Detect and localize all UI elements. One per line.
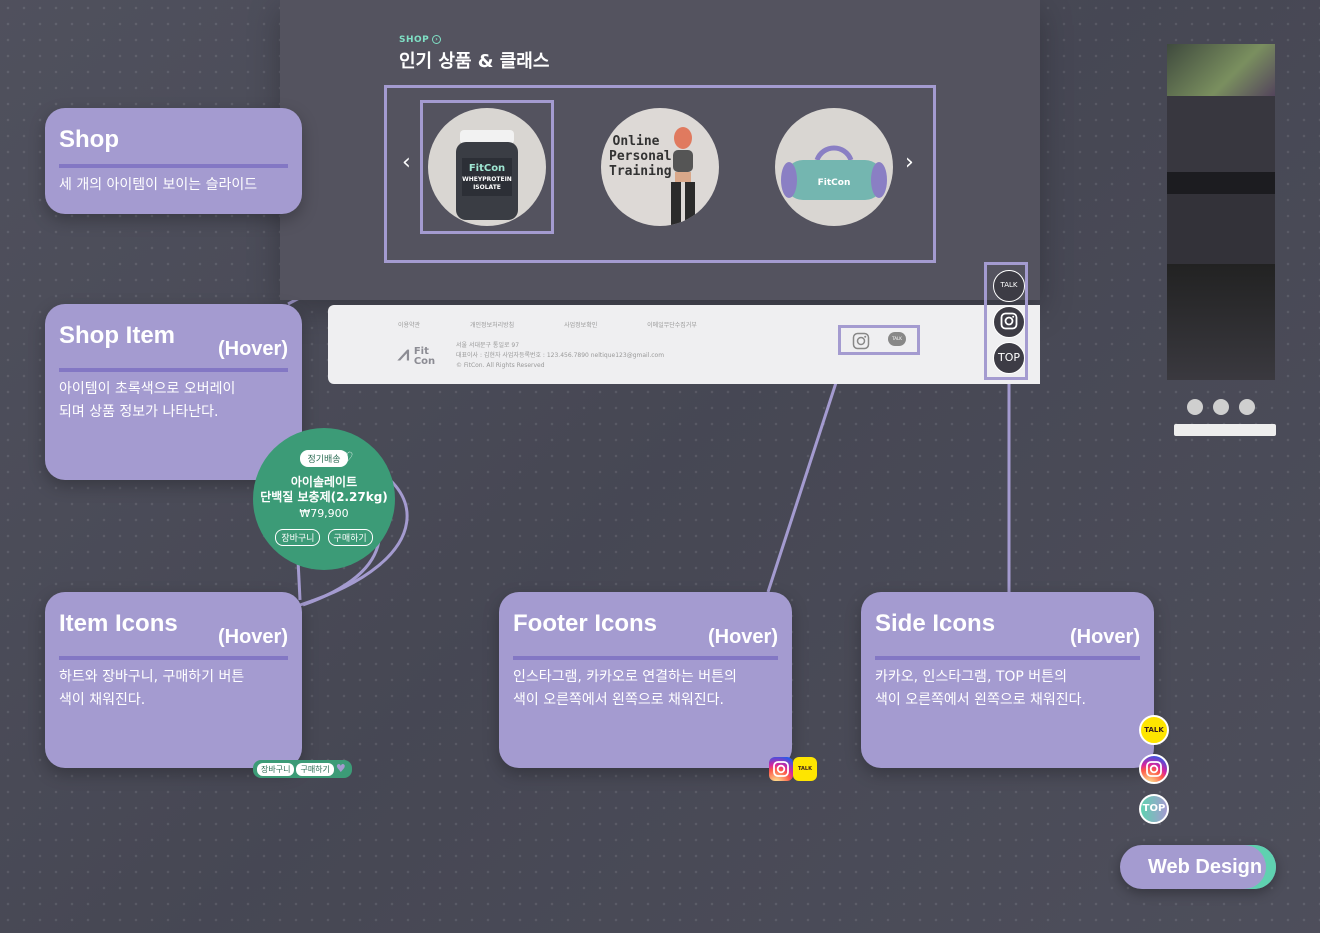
footer-link-email[interactable]: 이메일무단수집거부 xyxy=(647,322,697,329)
side-kakao-hover-icon[interactable]: TALK xyxy=(1139,715,1169,745)
more-circle-icon[interactable]: › xyxy=(432,35,442,44)
bag-label: FitCon xyxy=(817,178,851,188)
side-instagram-hover-icon[interactable] xyxy=(1139,754,1169,784)
card-shop-item-rule xyxy=(59,368,288,372)
shop-section-title: 인기 상품 & 클래스 xyxy=(399,51,550,72)
card-footer-icons-desc-line2: 색이 오른쪽에서 왼쪽으로 채워진다. xyxy=(513,692,724,708)
hovered-product-item[interactable]: 정기배송 ♡ 아이솔레이트 단백질 보충제(2.27kg) ₩79,900 장바… xyxy=(253,428,395,570)
footer-mockup: 이용약관 개인정보처리방침 사업정보확인 이메일무단수집거부 ⩘ Fit Con… xyxy=(328,305,1040,384)
card-footer-icons-desc-line1: 인스타그램, 카카오로 연결하는 버튼의 xyxy=(513,669,737,685)
pt-label-line2: Personal xyxy=(609,149,672,164)
card-footer-icons-rule xyxy=(513,656,778,660)
gym-bag-image xyxy=(781,145,887,200)
thumbnail-footer xyxy=(1174,424,1276,436)
annotation-card-shop-item: Shop Item (Hover) 아이템이 초록색으로 오버레이 되며 상품 … xyxy=(45,304,302,480)
side-instagram-icon xyxy=(1000,312,1018,330)
footer-logo-line1: Fit xyxy=(413,345,429,357)
shop-item-highlight-frame xyxy=(420,100,554,234)
pt-label-line3: Training xyxy=(609,164,672,179)
web-design-badge: Web Design xyxy=(1120,845,1276,889)
footer-info: 서울 서대문구 통일로 97 대표이사 : 김현자 사업자등록번호 : 123.… xyxy=(456,341,664,371)
hovered-product-price: ₩79,900 xyxy=(299,507,349,520)
footer-kakao-talk-icon[interactable]: TALK xyxy=(888,332,906,346)
add-to-cart-button[interactable]: 장바구니 xyxy=(275,529,321,546)
hovered-product-name-line1: 아이솔레이트 xyxy=(290,475,358,489)
footer-copyright: © FitCon. All Rights Reserved xyxy=(456,362,545,369)
item-icons-hover-preview: 장바구니 구매하기 ♥ xyxy=(253,760,352,778)
protein-label-type: WHEYPROTEIN xyxy=(462,176,512,183)
annotation-card-footer-icons: Footer Icons (Hover) 인스타그램, 카카오로 연결하는 버튼… xyxy=(499,592,792,768)
protein-label-brand: FitCon xyxy=(468,163,506,174)
annotation-card-side-icons: Side Icons (Hover) 카카오, 인스타그램, TOP 버튼의 색… xyxy=(861,592,1154,768)
side-top-hover-button[interactable]: TOP xyxy=(1139,794,1169,824)
heart-icon[interactable]: ♡ xyxy=(341,450,354,466)
card-side-icons-desc-line2: 색이 오른쪽에서 왼쪽으로 채워진다. xyxy=(875,692,1086,708)
product-bag-item[interactable]: FitCon xyxy=(775,108,893,226)
side-instagram-button[interactable] xyxy=(993,306,1025,338)
footer-business-info: 대표이사 : 김현자 사업자등록번호 : 123.456.7890 neltiq… xyxy=(456,352,665,359)
card-shop-item-title: Shop Item xyxy=(59,322,176,349)
card-side-icons-desc-line1: 카카오, 인스타그램, TOP 버튼의 xyxy=(875,669,1067,685)
card-shop-item-desc-line2: 되며 상품 정보가 나타난다. xyxy=(59,404,219,420)
mini-heart-icon[interactable]: ♥ xyxy=(335,762,346,775)
card-shop-desc: 세 개의 아이템이 보이는 슬라이드 xyxy=(59,177,258,193)
card-shop-title: Shop xyxy=(59,126,119,153)
card-item-icons-rule xyxy=(59,656,288,660)
side-icons-highlight-frame xyxy=(984,262,1028,380)
pt-label-line1: Online xyxy=(612,134,660,149)
protein-label-variant: ISOLATE xyxy=(473,184,501,191)
product-protein-item[interactable]: FitCon WHEYPROTEIN ISOLATE xyxy=(428,108,546,226)
card-footer-icons-title: Footer Icons xyxy=(513,610,658,637)
footer-link-privacy[interactable]: 개인정보처리방침 xyxy=(470,322,515,329)
footer-link-business[interactable]: 사업정보확인 xyxy=(564,322,598,329)
slider-prev-arrow-icon[interactable]: ‹ xyxy=(402,150,411,175)
footer-instagram-icon[interactable] xyxy=(852,332,870,350)
footer-address: 서울 서대문구 통일로 97 xyxy=(456,342,520,349)
card-side-icons-title: Side Icons xyxy=(875,610,996,637)
card-shop-item-hover: (Hover) xyxy=(217,338,288,360)
protein-jar-image xyxy=(456,130,518,220)
buy-now-button[interactable]: 구매하기 xyxy=(327,529,373,546)
footer-icons-highlight-frame xyxy=(838,325,920,355)
thumb-banner xyxy=(1167,172,1275,194)
trainer-image xyxy=(671,127,695,226)
thumb-hero xyxy=(1167,44,1275,96)
mini-buy-button[interactable]: 구매하기 xyxy=(296,763,334,776)
full-page-thumbnail xyxy=(1167,44,1275,415)
card-item-icons-hover: (Hover) xyxy=(217,626,288,648)
footer-link-terms[interactable]: 이용약관 xyxy=(398,322,421,329)
footer-links: 이용약관 개인정보처리방침 사업정보확인 이메일무단수집거부 xyxy=(398,320,745,329)
thumb-gallery xyxy=(1167,264,1275,380)
thumb-about xyxy=(1167,96,1275,172)
slider-highlight-frame xyxy=(384,85,936,263)
product-pt-item[interactable]: Online Personal Training xyxy=(601,108,719,226)
mini-cart-button[interactable]: 장바구니 xyxy=(257,763,295,776)
card-side-icons-hover: (Hover) xyxy=(1069,626,1140,648)
shop-section-label: SHOP › xyxy=(399,35,442,45)
annotation-card-shop: Shop 세 개의 아이템이 보이는 슬라이드 xyxy=(45,108,302,214)
footer-kakao-hover-icon[interactable]: TALK xyxy=(793,757,817,781)
card-item-icons-desc-line1: 하트와 장바구니, 구매하기 버튼 xyxy=(59,669,245,685)
footer-logo[interactable]: ⩘ Fit Con xyxy=(398,341,436,367)
footer-instagram-hover-icon[interactable] xyxy=(769,757,793,781)
card-shop-rule xyxy=(59,164,288,168)
web-design-label: Web Design xyxy=(1148,856,1263,878)
thumb-trainers xyxy=(1167,194,1275,264)
regular-delivery-badge: 정기배송 xyxy=(300,450,348,467)
card-side-icons-rule xyxy=(875,656,1140,660)
card-footer-icons-hover: (Hover) xyxy=(707,626,778,648)
card-item-icons-desc-line2: 색이 채워진다. xyxy=(59,692,146,708)
hovered-product-name-line2: 단백질 보충제(2.27kg) xyxy=(260,490,388,504)
side-top-button[interactable]: TOP xyxy=(993,342,1025,374)
slider-next-arrow-icon[interactable]: › xyxy=(905,150,914,175)
card-item-icons-title: Item Icons xyxy=(59,610,178,637)
side-kakao-talk-button[interactable]: TALK xyxy=(993,270,1025,302)
annotation-card-item-icons: Item Icons (Hover) 하트와 장바구니, 구매하기 버튼 색이 … xyxy=(45,592,302,768)
card-shop-item-desc-line1: 아이템이 초록색으로 오버레이 xyxy=(59,381,236,397)
footer-logo-line2: Con xyxy=(413,355,436,367)
